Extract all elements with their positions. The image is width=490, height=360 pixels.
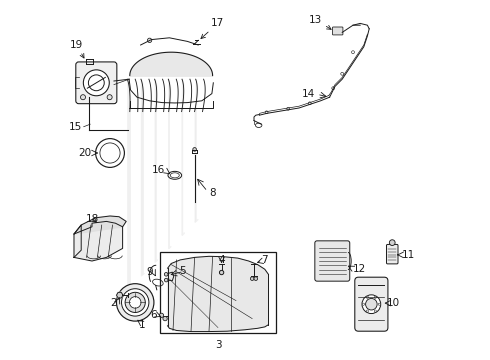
Circle shape	[363, 303, 365, 305]
Text: 5: 5	[179, 266, 186, 276]
Text: 1: 1	[139, 320, 146, 330]
Circle shape	[374, 310, 376, 312]
Circle shape	[390, 240, 395, 246]
FancyBboxPatch shape	[76, 62, 117, 104]
Circle shape	[308, 102, 311, 105]
Circle shape	[163, 316, 167, 321]
Text: 6: 6	[150, 310, 157, 320]
Polygon shape	[74, 216, 126, 234]
FancyBboxPatch shape	[355, 277, 388, 331]
Text: 9: 9	[147, 267, 153, 277]
Circle shape	[374, 296, 376, 298]
Polygon shape	[130, 52, 213, 76]
Circle shape	[193, 148, 196, 151]
Circle shape	[80, 95, 86, 100]
Polygon shape	[74, 221, 122, 261]
Text: 8: 8	[209, 188, 216, 198]
Circle shape	[351, 51, 354, 54]
Circle shape	[122, 289, 149, 316]
Bar	[160, 252, 275, 333]
Circle shape	[366, 298, 377, 310]
Circle shape	[367, 310, 368, 312]
Circle shape	[129, 297, 141, 308]
Circle shape	[83, 70, 109, 96]
Text: 13: 13	[309, 15, 331, 30]
Circle shape	[117, 284, 154, 321]
Circle shape	[250, 277, 254, 280]
Text: 17: 17	[201, 18, 224, 39]
Circle shape	[147, 38, 152, 42]
Text: 19: 19	[70, 40, 84, 58]
FancyBboxPatch shape	[387, 244, 398, 264]
Text: 2: 2	[110, 298, 117, 308]
Circle shape	[378, 303, 380, 305]
Circle shape	[159, 313, 164, 318]
FancyBboxPatch shape	[333, 27, 343, 35]
Text: 20: 20	[78, 148, 91, 158]
Circle shape	[107, 95, 112, 100]
Circle shape	[332, 87, 335, 90]
Polygon shape	[168, 256, 269, 332]
Circle shape	[88, 75, 104, 91]
Circle shape	[265, 111, 268, 114]
Circle shape	[220, 270, 224, 275]
Text: 3: 3	[216, 340, 222, 350]
Polygon shape	[117, 292, 123, 298]
Text: 12: 12	[353, 264, 366, 274]
Text: 7: 7	[262, 255, 268, 265]
Text: 18: 18	[85, 213, 98, 224]
Circle shape	[254, 277, 258, 280]
Circle shape	[125, 292, 145, 312]
Text: 10: 10	[387, 298, 400, 308]
Text: 16: 16	[152, 165, 165, 175]
Text: 14: 14	[302, 89, 315, 99]
Circle shape	[164, 278, 168, 282]
Circle shape	[362, 295, 381, 314]
Text: 15: 15	[69, 122, 82, 132]
Circle shape	[341, 72, 343, 75]
Circle shape	[164, 273, 168, 276]
FancyBboxPatch shape	[315, 241, 350, 281]
Circle shape	[287, 107, 290, 110]
Text: 4: 4	[218, 255, 225, 265]
Circle shape	[367, 296, 368, 298]
Text: 11: 11	[402, 250, 415, 260]
